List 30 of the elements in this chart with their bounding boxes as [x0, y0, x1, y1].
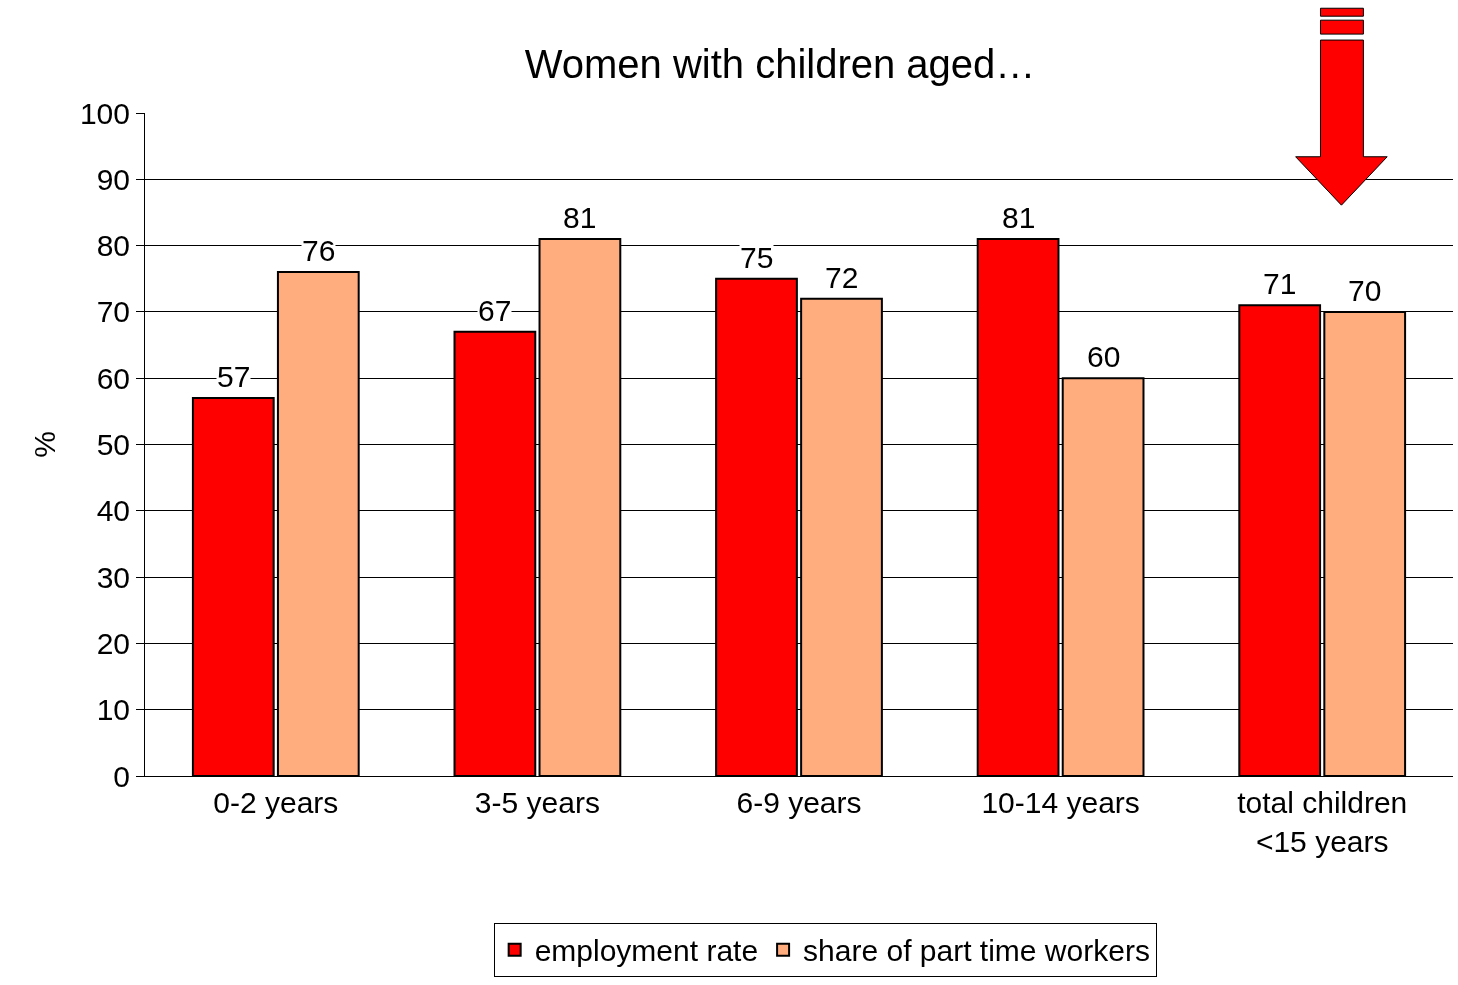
- chart-title: Women with children aged…: [524, 42, 1036, 87]
- data-label: 71: [1263, 267, 1297, 300]
- data-label: 76: [302, 234, 336, 267]
- y-tick-label: 10: [96, 693, 130, 727]
- data-label: 81: [563, 201, 597, 234]
- data-label: 67: [478, 294, 512, 327]
- y-axis-title: %: [27, 431, 61, 458]
- data-label: 81: [1002, 201, 1036, 234]
- x-tick-label: 10-14 years: [981, 786, 1140, 819]
- y-tick-label: 30: [96, 560, 130, 594]
- y-tick-label: 70: [96, 295, 130, 329]
- data-label: 72: [825, 261, 859, 294]
- x-tick-label: total children <15 years: [1237, 786, 1408, 858]
- x-tick-label: 3-5 years: [474, 786, 600, 819]
- y-tick-label: 60: [96, 361, 130, 395]
- legend-label: share of part time workers: [803, 934, 1150, 968]
- y-tick-label: 90: [96, 162, 130, 196]
- data-label: 57: [217, 360, 251, 393]
- x-tick-label: 6-9 years: [736, 786, 862, 819]
- x-tick-label: 0-2 years: [213, 786, 339, 819]
- data-label: 75: [740, 241, 774, 274]
- data-label: 60: [1087, 340, 1121, 373]
- y-tick-label: 0: [113, 759, 130, 793]
- y-tick-label: 40: [96, 494, 130, 528]
- y-tick-label: 100: [79, 96, 130, 130]
- y-tick-label: 20: [96, 626, 130, 660]
- y-tick-label: 50: [96, 428, 130, 461]
- y-tick-label: 80: [96, 229, 130, 263]
- legend-label: employment rate: [534, 934, 759, 968]
- data-label: 70: [1348, 274, 1382, 307]
